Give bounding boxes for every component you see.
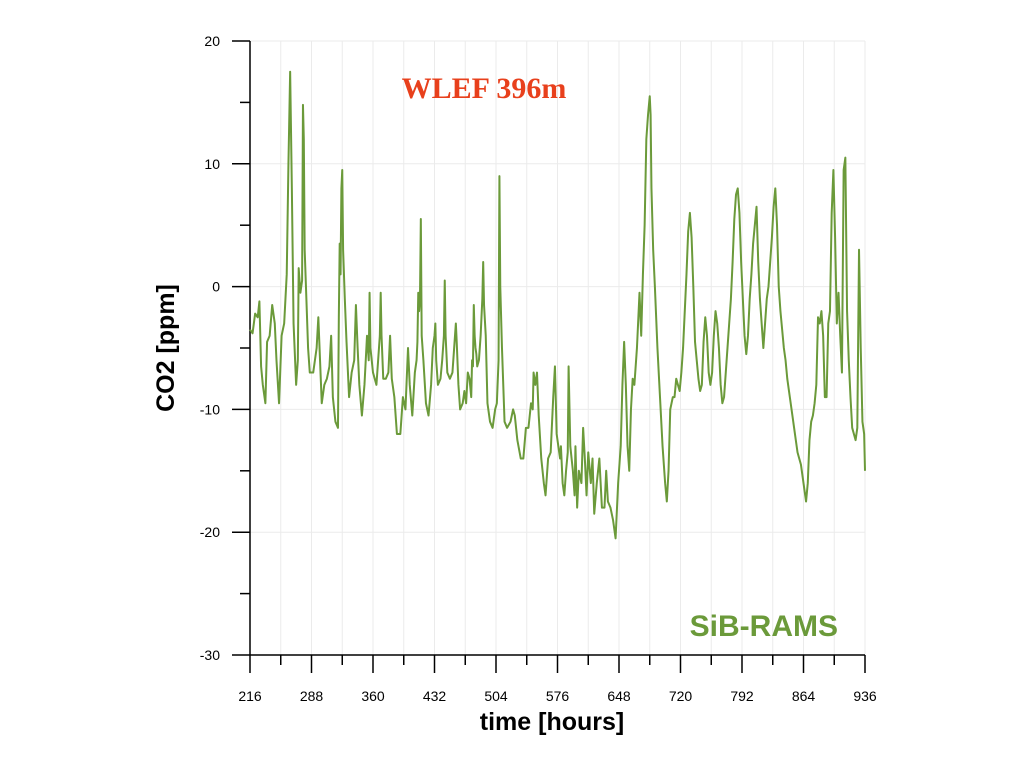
x-tick-label: 288 xyxy=(300,688,324,704)
series-line-sib-rams xyxy=(249,70,866,540)
y-tick-label: -20 xyxy=(200,524,220,540)
x-tick-label: 360 xyxy=(361,688,385,704)
series-label-sib-rams: SiB-RAMS xyxy=(690,610,838,643)
y-tick-label: -10 xyxy=(200,401,220,417)
ticks: 20 10 0 -10 -20 -30 216 288 360 432 504 576 648 720 79… xyxy=(200,33,877,704)
x-tick-label: 792 xyxy=(730,688,754,704)
x-axis-title: time [hours] xyxy=(480,708,624,736)
x-tick-label: 504 xyxy=(484,688,508,704)
x-tick-label: 576 xyxy=(546,688,570,704)
y-axis-title: CO2 [ppm] xyxy=(152,284,180,412)
grid xyxy=(249,40,866,656)
x-tick-label: 432 xyxy=(423,688,447,704)
series-layer xyxy=(249,70,866,540)
x-tick-label: 720 xyxy=(669,688,693,704)
y-tick-label: -30 xyxy=(200,647,220,663)
y-tick-label: 10 xyxy=(204,156,220,172)
x-tick-label: 864 xyxy=(792,688,816,704)
x-tick-label: 936 xyxy=(853,688,877,704)
y-tick-label: 20 xyxy=(204,33,220,49)
y-tick-label: 0 xyxy=(212,279,220,295)
x-tick-label: 216 xyxy=(238,688,262,704)
chart-title: WLEF 396m xyxy=(402,72,567,105)
x-tick-label: 648 xyxy=(607,688,631,704)
